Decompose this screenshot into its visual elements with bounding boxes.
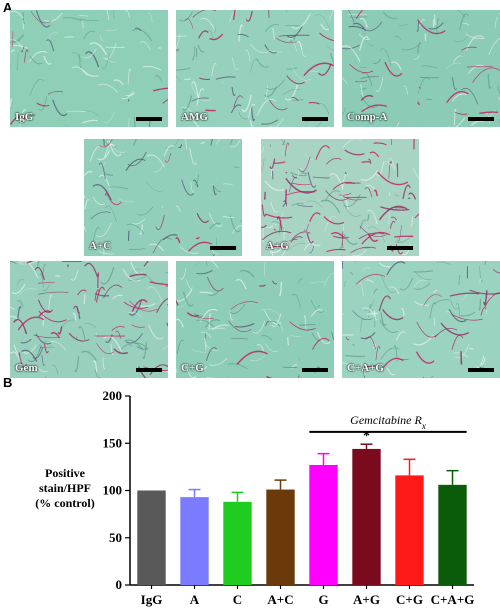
scale-bar (210, 246, 236, 250)
bar-igg (137, 490, 166, 585)
micrograph-label: C+A+G (347, 362, 384, 374)
bar-a-plus-g (352, 448, 381, 585)
bar-c (223, 501, 252, 585)
x-tick-label: A+C (267, 592, 293, 607)
micrograph-label: A+C (89, 240, 112, 252)
micrograph-c-plus-a-plus-g: C+A+G (342, 261, 500, 378)
micrograph-label: IgG (15, 111, 34, 123)
y-axis-label: Positive stain/HPF (% control) (10, 466, 120, 511)
micrograph-label: A+G (266, 240, 289, 252)
x-tick-label: C+A+G (431, 592, 475, 607)
bar-c-plus-g (395, 475, 424, 585)
micrograph-amg: AMG (176, 10, 334, 127)
micrograph-gem: Gem (10, 261, 168, 378)
micrograph-label: Comp-A (347, 111, 388, 123)
y-tick-label: 50 (109, 530, 122, 545)
y-axis-label-line: stain/HPF (38, 481, 91, 495)
x-tick-label: IgG (141, 592, 163, 607)
x-tick-label: C (233, 592, 242, 607)
significance-marker: * (363, 429, 370, 444)
y-axis-label-line: (% control) (35, 496, 95, 510)
bar-a-plus-c (266, 489, 295, 585)
x-tick-label: A+G (353, 592, 380, 607)
micrograph-comp-a: Comp-A (342, 10, 500, 127)
y-tick-label: 150 (103, 435, 123, 450)
treatment-annotation: Gemcitabine Rx (350, 413, 426, 431)
scale-bar (302, 368, 328, 372)
micrograph-c-plus-g: C+G (176, 261, 334, 378)
bar-c-plus-a-plus-g (438, 484, 467, 585)
y-axis-label-line: Positive (45, 466, 85, 480)
scale-bar (387, 246, 413, 250)
scale-bar (468, 368, 494, 372)
bar-a (180, 497, 209, 585)
x-tick-label: G (318, 592, 328, 607)
x-tick-label: C+G (396, 592, 423, 607)
micrograph-label: AMG (181, 111, 208, 123)
scale-bar (136, 117, 162, 121)
bar-g (309, 464, 338, 585)
y-tick-label: 100 (103, 483, 123, 498)
micrograph-igg: IgG (10, 10, 168, 127)
micrograph-a-plus-c: A+C (84, 139, 242, 256)
y-tick-label: 0 (116, 577, 123, 592)
scale-bar (136, 368, 162, 372)
x-tick-label: A (190, 592, 200, 607)
panel-a-label: A (3, 0, 13, 15)
panel-b-label: B (3, 375, 13, 390)
scale-bar (302, 117, 328, 121)
bar-chart: 0 50 100 150 200 IgG A C A+C G A+G C+G C+A+G *Gemcita… (103, 388, 475, 607)
y-tick-label: 200 (103, 388, 123, 403)
micrograph-label: C+G (181, 362, 204, 374)
scale-bar (468, 117, 494, 121)
micrograph-label: Gem (15, 362, 38, 374)
micrograph-a-plus-g: A+G (261, 139, 419, 256)
